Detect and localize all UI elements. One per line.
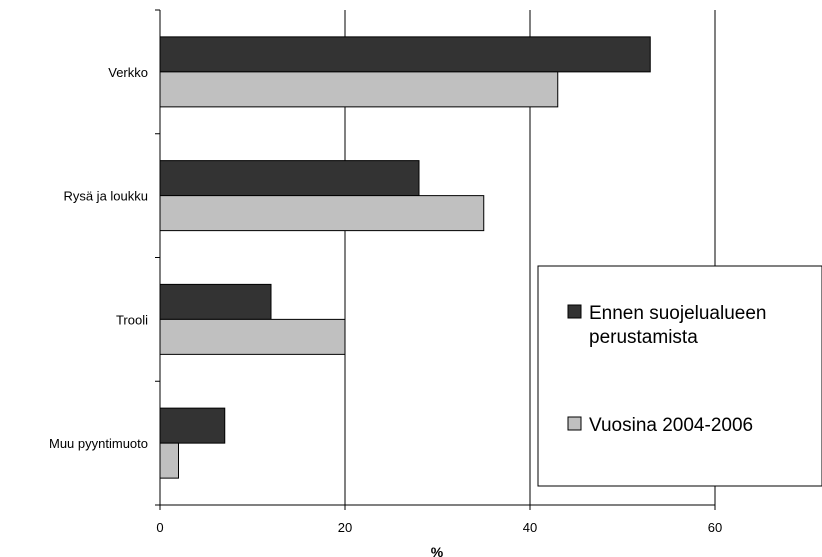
category-label-0: Verkko [108, 65, 148, 80]
x-tick-label-40: 40 [523, 520, 537, 535]
category-label-2: Trooli [116, 312, 148, 327]
legend-label-ennen-line2: perustamista [589, 327, 698, 348]
bar-vuosina-3 [159, 442, 179, 479]
x-tick-label-0: 0 [156, 520, 163, 535]
x-tick-labels: 0 20 40 60 [156, 520, 722, 535]
bar-vuosina-1 [159, 195, 485, 232]
bar-ennen-2 [159, 283, 272, 320]
bar-ennen-1 [159, 160, 420, 197]
x-tick-label-60: 60 [708, 520, 722, 535]
x-axis-title: % [431, 544, 444, 557]
bar-vuosina-2 [159, 318, 346, 355]
legend-box [537, 265, 822, 487]
bar-ennen-0 [159, 36, 651, 73]
category-labels: Verkko Rysä ja loukku Trooli Muu pyyntimuot… [49, 65, 148, 451]
category-label-1: Rysä ja loukku [63, 189, 148, 204]
bar-ennen-3 [159, 407, 226, 444]
x-tick-label-20: 20 [338, 520, 352, 535]
legend-swatch-ennen [567, 304, 582, 319]
legend-label-vuosina: Vuosina 2004-2006 [589, 415, 753, 436]
category-label-3: Muu pyyntimuoto [49, 436, 148, 451]
bar-vuosina-0 [159, 71, 559, 108]
legend: Ennen suojelualueen perustamista Vuosina… [537, 265, 822, 487]
legend-label-ennen-line1: Ennen suojelualueen [589, 303, 767, 324]
legend-swatch-vuosina [567, 416, 582, 431]
